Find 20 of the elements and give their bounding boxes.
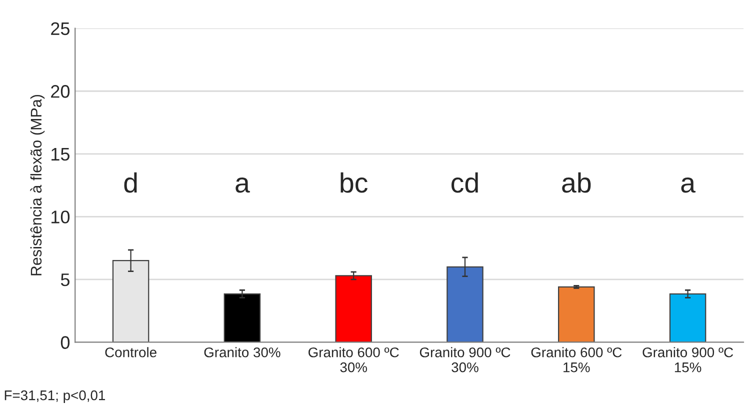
annotation: a bbox=[236, 178, 250, 193]
x-tick-label: Granito 900 ºC 30% bbox=[420, 347, 510, 372]
annotation: ab bbox=[562, 172, 591, 193]
x-tick-label: Granito 600 ºC 15% bbox=[531, 347, 622, 372]
annotation: bc bbox=[340, 172, 368, 193]
y-tick-label: 25 bbox=[51, 22, 70, 36]
annotation: cd bbox=[452, 172, 478, 193]
text: F=31,51; p<0,01 bbox=[4, 390, 106, 403]
y-tick-label: 15 bbox=[52, 148, 70, 161]
y-tick-label: 20 bbox=[51, 85, 70, 98]
annotation: d bbox=[124, 172, 137, 193]
y-tick-label: 10 bbox=[52, 210, 70, 224]
y-axis-title: Resistência à flexão (MPa) bbox=[30, 94, 45, 276]
y-tick-label: 5 bbox=[60, 274, 70, 286]
x-tick-label: Granito 30% bbox=[204, 347, 280, 358]
y-tick-label: 0 bbox=[60, 336, 70, 349]
x-tick-label: Granito 600 ºC 30% bbox=[308, 347, 399, 372]
x-tick-label: Controle bbox=[105, 347, 156, 358]
x-tick-label: Granito 900 ºC 15% bbox=[642, 347, 734, 372]
annotation: a bbox=[681, 178, 696, 193]
